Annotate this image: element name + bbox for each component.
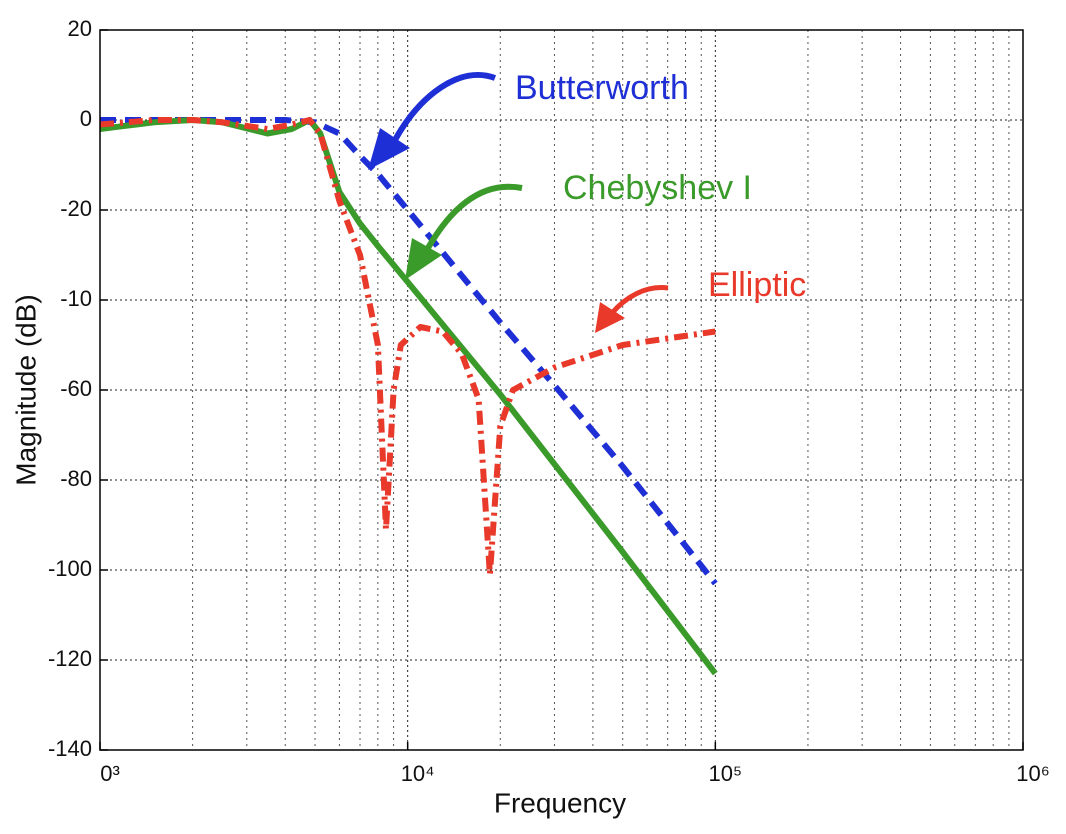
arrow-butterworth — [392, 71, 497, 142]
y-tick-label: -10 — [60, 286, 92, 311]
arrowhead-butterworth — [368, 128, 410, 170]
arrowhead-elliptic — [595, 302, 625, 333]
y-tick-label: -120 — [48, 646, 92, 671]
y-axis-label: Magnitude (dB) — [10, 294, 41, 485]
series-line — [99, 117, 716, 578]
y-tick-label: 0 — [80, 106, 92, 131]
arrow-elliptic — [610, 285, 669, 315]
lines — [99, 117, 718, 676]
x-tick-label: 10⁵ — [709, 761, 743, 786]
x-axis-label: Frequency — [494, 787, 626, 818]
arrow-chebyshev — [425, 183, 523, 250]
annotation-chebyshev: Chebyshev I — [563, 169, 752, 207]
series-line — [100, 117, 718, 586]
y-tick-label: -60 — [60, 376, 92, 401]
arrowhead-chebyshev — [405, 238, 442, 280]
y-tick-label: -20 — [60, 196, 92, 221]
annotation-elliptic: Elliptic — [708, 266, 806, 304]
plot-frame — [99, 29, 1024, 751]
x-tick-label: 10⁶ — [1016, 761, 1050, 786]
y-tick-label: -100 — [48, 556, 92, 581]
y-tick-label: -80 — [60, 466, 92, 491]
y-tick-label: 20 — [68, 16, 92, 41]
series-line — [99, 117, 718, 676]
x-tick-label: 0³ — [100, 761, 120, 786]
annotation-butterworth: Butterworth — [515, 69, 689, 107]
y-tick-label: -140 — [48, 736, 92, 761]
x-tick-label: 10⁴ — [401, 761, 435, 786]
